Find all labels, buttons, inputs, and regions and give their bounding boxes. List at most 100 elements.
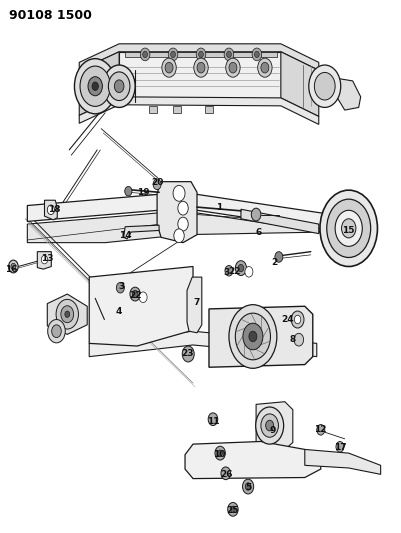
- Circle shape: [248, 331, 256, 342]
- Circle shape: [319, 190, 377, 266]
- Polygon shape: [79, 52, 119, 115]
- Circle shape: [235, 261, 246, 276]
- Text: 24: 24: [281, 315, 294, 324]
- Circle shape: [294, 316, 300, 324]
- Text: 13: 13: [41, 254, 53, 263]
- Text: 17: 17: [333, 443, 345, 453]
- Circle shape: [52, 325, 61, 337]
- Text: 26: 26: [220, 471, 233, 479]
- Circle shape: [116, 282, 124, 293]
- Circle shape: [153, 179, 161, 190]
- Circle shape: [65, 311, 69, 317]
- Text: 8: 8: [289, 335, 295, 344]
- Circle shape: [130, 287, 140, 301]
- Circle shape: [215, 446, 225, 460]
- Circle shape: [47, 205, 55, 215]
- Polygon shape: [27, 211, 324, 243]
- Circle shape: [217, 450, 222, 456]
- Circle shape: [172, 185, 184, 201]
- Polygon shape: [37, 252, 51, 269]
- Circle shape: [170, 51, 175, 58]
- Circle shape: [251, 48, 261, 61]
- Circle shape: [11, 263, 16, 270]
- Polygon shape: [27, 192, 324, 229]
- Circle shape: [308, 65, 340, 108]
- Circle shape: [326, 199, 370, 257]
- Text: 19: 19: [136, 188, 149, 197]
- Circle shape: [168, 48, 177, 61]
- Text: 14: 14: [119, 231, 131, 240]
- Text: 11: 11: [206, 417, 219, 426]
- Text: 5: 5: [244, 483, 251, 492]
- Text: 12: 12: [314, 425, 326, 434]
- Polygon shape: [184, 441, 320, 479]
- Polygon shape: [89, 266, 192, 346]
- Circle shape: [316, 424, 324, 435]
- Circle shape: [162, 58, 176, 77]
- Polygon shape: [119, 52, 280, 98]
- Text: 18: 18: [48, 205, 61, 214]
- Text: 7: 7: [193, 298, 200, 307]
- Circle shape: [274, 252, 282, 262]
- Circle shape: [257, 58, 271, 77]
- Circle shape: [108, 72, 130, 101]
- Circle shape: [103, 65, 135, 108]
- Circle shape: [242, 323, 262, 350]
- Circle shape: [139, 292, 147, 303]
- Circle shape: [224, 48, 233, 61]
- Circle shape: [196, 62, 205, 73]
- Circle shape: [265, 420, 273, 431]
- Polygon shape: [123, 225, 159, 239]
- Text: 1: 1: [215, 203, 221, 212]
- Circle shape: [124, 187, 132, 196]
- Text: 2: 2: [271, 258, 277, 266]
- Circle shape: [92, 82, 98, 91]
- Circle shape: [334, 211, 361, 246]
- Polygon shape: [304, 449, 380, 474]
- Circle shape: [165, 62, 172, 73]
- Polygon shape: [89, 331, 316, 357]
- Text: 3: 3: [223, 268, 229, 277]
- Polygon shape: [125, 52, 276, 57]
- Circle shape: [182, 346, 194, 362]
- Text: 25: 25: [226, 506, 239, 515]
- Polygon shape: [157, 182, 196, 243]
- Circle shape: [237, 264, 243, 272]
- Circle shape: [225, 58, 239, 77]
- Circle shape: [208, 413, 217, 425]
- Circle shape: [48, 319, 65, 343]
- Polygon shape: [172, 106, 180, 113]
- Text: 15: 15: [342, 226, 354, 235]
- Text: 6: 6: [255, 228, 261, 237]
- Circle shape: [290, 311, 303, 328]
- Circle shape: [242, 479, 253, 494]
- Circle shape: [227, 503, 237, 516]
- Circle shape: [229, 62, 236, 73]
- Text: 4: 4: [115, 307, 122, 316]
- Text: 23: 23: [180, 350, 193, 359]
- Polygon shape: [149, 106, 157, 113]
- Text: 90108 1500: 90108 1500: [9, 10, 92, 22]
- Polygon shape: [205, 106, 213, 113]
- Circle shape: [260, 414, 278, 437]
- Circle shape: [61, 306, 73, 322]
- Circle shape: [177, 201, 188, 215]
- Polygon shape: [186, 277, 201, 333]
- Circle shape: [251, 208, 260, 221]
- Circle shape: [196, 48, 205, 61]
- Polygon shape: [336, 78, 360, 110]
- Circle shape: [226, 51, 231, 58]
- Circle shape: [193, 58, 208, 77]
- Circle shape: [88, 77, 102, 96]
- Text: 22: 22: [129, 291, 141, 300]
- Polygon shape: [79, 44, 318, 70]
- Circle shape: [8, 260, 18, 273]
- Polygon shape: [47, 294, 87, 334]
- Text: 3: 3: [118, 282, 124, 291]
- Circle shape: [254, 51, 259, 58]
- Text: 22: 22: [228, 268, 241, 276]
- Circle shape: [235, 313, 270, 360]
- Circle shape: [314, 72, 334, 100]
- Circle shape: [140, 48, 150, 61]
- Circle shape: [114, 80, 124, 93]
